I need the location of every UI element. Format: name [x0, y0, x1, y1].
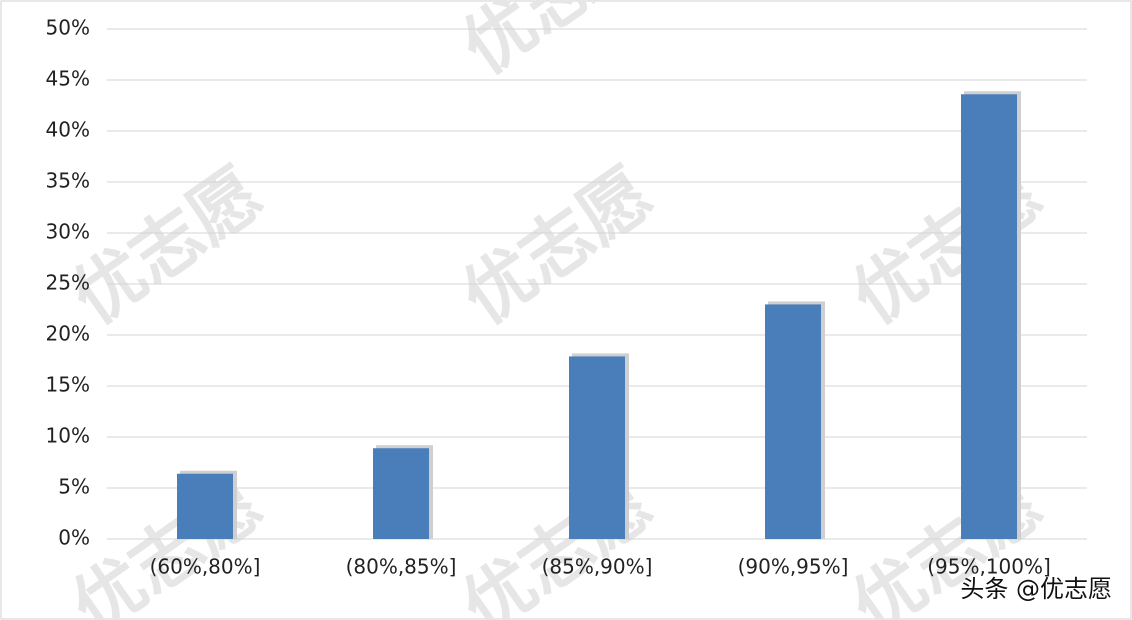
x-tick-label: (80%,85%] — [346, 555, 457, 579]
x-tick-label: (60%,80%] — [150, 555, 261, 579]
x-tick-label: (85%,90%] — [542, 555, 653, 579]
x-tick-label: (90%,95%] — [738, 555, 849, 579]
bar — [961, 94, 1017, 539]
x-tick-label: (95%,100%] — [927, 555, 1051, 579]
y-tick-label: 30% — [46, 220, 90, 244]
annotation: 头条 @优志愿 — [960, 575, 1112, 603]
y-tick-label: 15% — [46, 373, 90, 397]
y-tick-label: 5% — [58, 475, 90, 499]
y-tick-label: 10% — [46, 424, 90, 448]
bar — [373, 448, 429, 539]
y-tick-label: 25% — [46, 271, 90, 295]
y-tick-label: 45% — [46, 67, 90, 91]
bar — [177, 473, 233, 539]
y-tick-label: 35% — [46, 169, 90, 193]
y-tick-label: 20% — [46, 322, 90, 346]
y-tick-label: 50% — [46, 16, 90, 40]
y-tick-label: 40% — [46, 118, 90, 142]
bar — [765, 304, 821, 539]
bar — [569, 356, 625, 539]
y-tick-label: 0% — [58, 526, 90, 550]
